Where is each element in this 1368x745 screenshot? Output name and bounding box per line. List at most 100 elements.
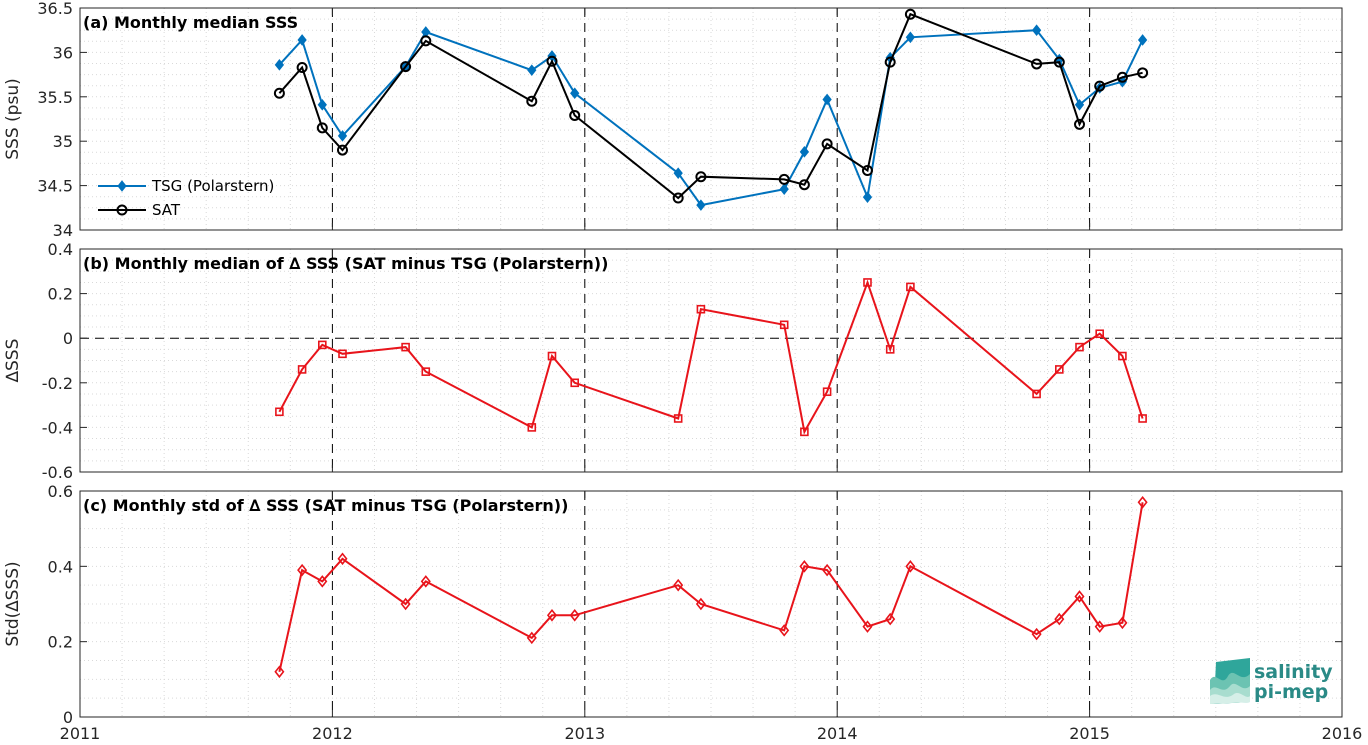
series-delta: [275, 278, 1147, 437]
data-point: [885, 345, 895, 354]
data-point: [527, 64, 537, 76]
y-tick-label: 35.5: [37, 88, 73, 107]
series-line: [278, 502, 1144, 673]
panel-c-monthly-std-delta-sss: 0 0.2 0.4 0.6 2011 2012 2013 2014 2015 2016 Std(∆S…: [3, 482, 1362, 743]
data-point: [547, 351, 557, 361]
axes-box: [79, 7, 1343, 231]
y-tick-label: 36.5: [37, 0, 73, 18]
panel-title: (b) Monthly median of ∆ SSS (SAT minus T…: [83, 254, 608, 273]
data-point: [863, 278, 872, 287]
logo-line1: salinity: [1254, 661, 1333, 683]
data-point: [696, 304, 706, 314]
data-point: [420, 575, 431, 588]
data-point: [673, 578, 684, 592]
data-point: [695, 597, 706, 611]
y-tick-label: 35: [53, 132, 73, 151]
series-delta: [274, 496, 1148, 679]
data-point: [1137, 67, 1149, 79]
data-point: [695, 171, 707, 183]
data-point: [799, 560, 810, 573]
data-point: [526, 631, 537, 645]
data-point: [337, 552, 348, 566]
series-line: [278, 279, 1144, 435]
data-point: [274, 59, 285, 71]
data-point: [546, 609, 558, 622]
y-tick-label: 0.2: [48, 633, 73, 652]
data-point: [1055, 365, 1064, 374]
y-tick-label: -0.4: [42, 418, 73, 437]
wave-logo-icon: [1210, 658, 1250, 704]
data-point: [274, 665, 285, 679]
y-tick-label: -0.6: [42, 463, 73, 482]
series-line: [278, 12, 1143, 200]
data-point: [861, 165, 873, 177]
y-axis-label: Std(∆SSS): [3, 561, 23, 646]
data-point: [1031, 627, 1042, 641]
y-tick-label: 0.6: [48, 482, 73, 501]
data-point: [1137, 496, 1148, 509]
data-point: [1053, 56, 1065, 68]
data-point: [546, 55, 558, 67]
data-point: [1118, 351, 1127, 361]
data-point: [297, 365, 307, 374]
data-point: [1032, 389, 1041, 399]
data-point: [318, 340, 327, 350]
data-point: [779, 183, 789, 195]
data-point: [673, 167, 683, 179]
data-point: [1031, 58, 1043, 70]
grid: [80, 491, 1342, 717]
y-axis-label: SSS (psu): [3, 78, 23, 159]
salinity-pi-mep-logo: salinity pi-mep: [1210, 658, 1333, 704]
data-point: [778, 173, 790, 185]
data-point: [672, 192, 684, 204]
legend: TSG (Polarstern) SAT: [98, 177, 274, 219]
data-point: [822, 387, 832, 397]
grid: [80, 8, 1342, 230]
data-point: [884, 56, 896, 68]
data-point: [673, 414, 683, 423]
data-point: [1074, 590, 1085, 603]
data-point: [904, 8, 916, 20]
data-point: [338, 349, 347, 359]
data-point: [905, 560, 916, 573]
series-sat: [273, 8, 1149, 204]
data-point: [336, 144, 348, 156]
data-point: [317, 575, 328, 588]
data-point: [401, 342, 410, 352]
data-point: [798, 179, 810, 191]
data-point: [1031, 24, 1042, 37]
data-point: [1074, 98, 1085, 111]
data-point: [799, 146, 810, 158]
legend-entry: SAT: [152, 201, 181, 219]
data-point: [400, 597, 411, 611]
y-tick-label: 34: [53, 221, 73, 240]
data-point: [1054, 612, 1065, 626]
panel-a-monthly-median-sss: 34 34.5 35 35.5 36 36.5 SSS (psu) (a) Monthly m…: [3, 0, 1343, 240]
data-point: [1074, 118, 1086, 130]
data-point: [905, 31, 916, 44]
panel-b-monthly-median-delta-sss: -0.6 -0.4 -0.2 0 0.2 0.4 ∆SSS (b) Monthly media…: [3, 240, 1343, 482]
data-point: [696, 199, 706, 211]
y-tick-label: 34.5: [37, 177, 73, 196]
legend-entry: TSG (Polarstern): [151, 177, 274, 195]
data-point: [1138, 414, 1147, 423]
axes-box: [79, 490, 1343, 718]
data-point: [821, 138, 833, 150]
data-point: [885, 612, 896, 626]
data-point: [421, 367, 431, 376]
data-point: [273, 87, 285, 99]
data-point: [1075, 342, 1084, 352]
legend-marker: [116, 204, 128, 216]
y-tick-label: 0.2: [48, 285, 73, 304]
data-point: [570, 87, 580, 100]
y-tick-label: -0.2: [42, 374, 73, 393]
data-point: [1094, 620, 1105, 633]
data-point: [569, 109, 581, 121]
legend-marker: [117, 180, 127, 192]
logo-line2: pi-mep: [1254, 681, 1328, 703]
data-point: [296, 61, 308, 73]
axes-box: [79, 248, 1343, 473]
grid: [80, 249, 1342, 472]
data-point: [1095, 329, 1104, 339]
